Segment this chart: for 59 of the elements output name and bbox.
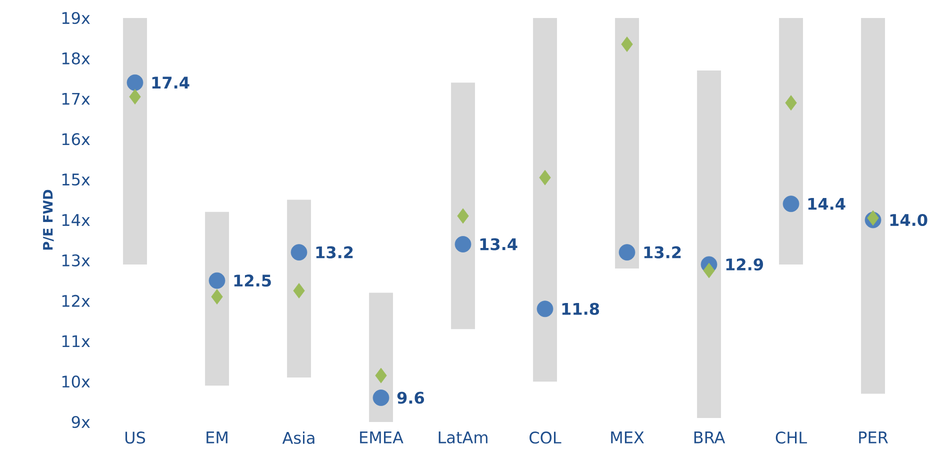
x-tick-label: LatAm	[438, 432, 488, 444]
point	[785, 95, 797, 111]
bar	[779, 18, 803, 264]
point	[621, 36, 633, 52]
point	[211, 289, 223, 304]
bar	[451, 82, 475, 330]
data-label: 14.0	[890, 214, 928, 226]
data-label: 11.8	[562, 302, 600, 315]
x-tick-label: US	[125, 432, 146, 444]
x-tick-label: BRA	[694, 432, 726, 444]
y-tick-label: 13x	[62, 254, 90, 266]
y-tick-label: 12x	[62, 294, 90, 307]
y-tick-label: 11x	[62, 335, 90, 348]
point	[293, 283, 305, 298]
y-tick-label: 16x	[62, 133, 90, 146]
point	[290, 244, 308, 261]
y-tick-label: 9x	[72, 416, 90, 428]
point	[454, 236, 472, 252]
data-label: 12.5	[234, 274, 271, 287]
data-label: 13.2	[644, 246, 681, 258]
x-tick-label: MEX	[611, 432, 644, 444]
x-tick-label: PER	[859, 432, 888, 444]
data-label: 13.4	[480, 238, 518, 250]
bar	[205, 212, 229, 386]
y-tick-label: 19x	[62, 12, 90, 24]
point	[782, 196, 800, 212]
point	[457, 208, 469, 224]
data-label: 9.6	[397, 392, 424, 404]
x-tick-label: EMEA	[360, 432, 404, 444]
y-tick-label: 10x	[62, 376, 90, 388]
point	[539, 170, 551, 186]
bar	[697, 70, 721, 418]
y-axis-title: P/E FWD	[43, 190, 54, 250]
point	[703, 262, 715, 278]
point	[208, 272, 226, 289]
point	[372, 390, 390, 406]
x-tick-label: COL	[530, 432, 562, 444]
point	[867, 210, 879, 226]
data-label: 13.2	[316, 246, 353, 258]
point	[536, 300, 554, 318]
y-tick-label: 14x	[62, 214, 90, 226]
bar	[123, 18, 147, 264]
data-label: 12.9	[726, 258, 763, 270]
bar	[615, 18, 639, 268]
x-tick-label: EM	[206, 432, 228, 444]
y-tick-label: 18x	[62, 52, 90, 64]
bar	[861, 18, 885, 394]
data-label: 14.4	[808, 198, 846, 210]
data-label: 17.4	[152, 76, 190, 88]
x-tick-label: Asia	[282, 432, 314, 444]
y-tick-label: 17x	[62, 92, 90, 105]
bar	[533, 18, 557, 382]
bar	[287, 200, 311, 378]
y-tick-label: 15x	[62, 174, 90, 186]
x-tick-label: CHL	[776, 432, 807, 444]
point	[375, 368, 387, 384]
point	[618, 244, 636, 261]
point	[126, 74, 144, 91]
point	[129, 89, 141, 104]
